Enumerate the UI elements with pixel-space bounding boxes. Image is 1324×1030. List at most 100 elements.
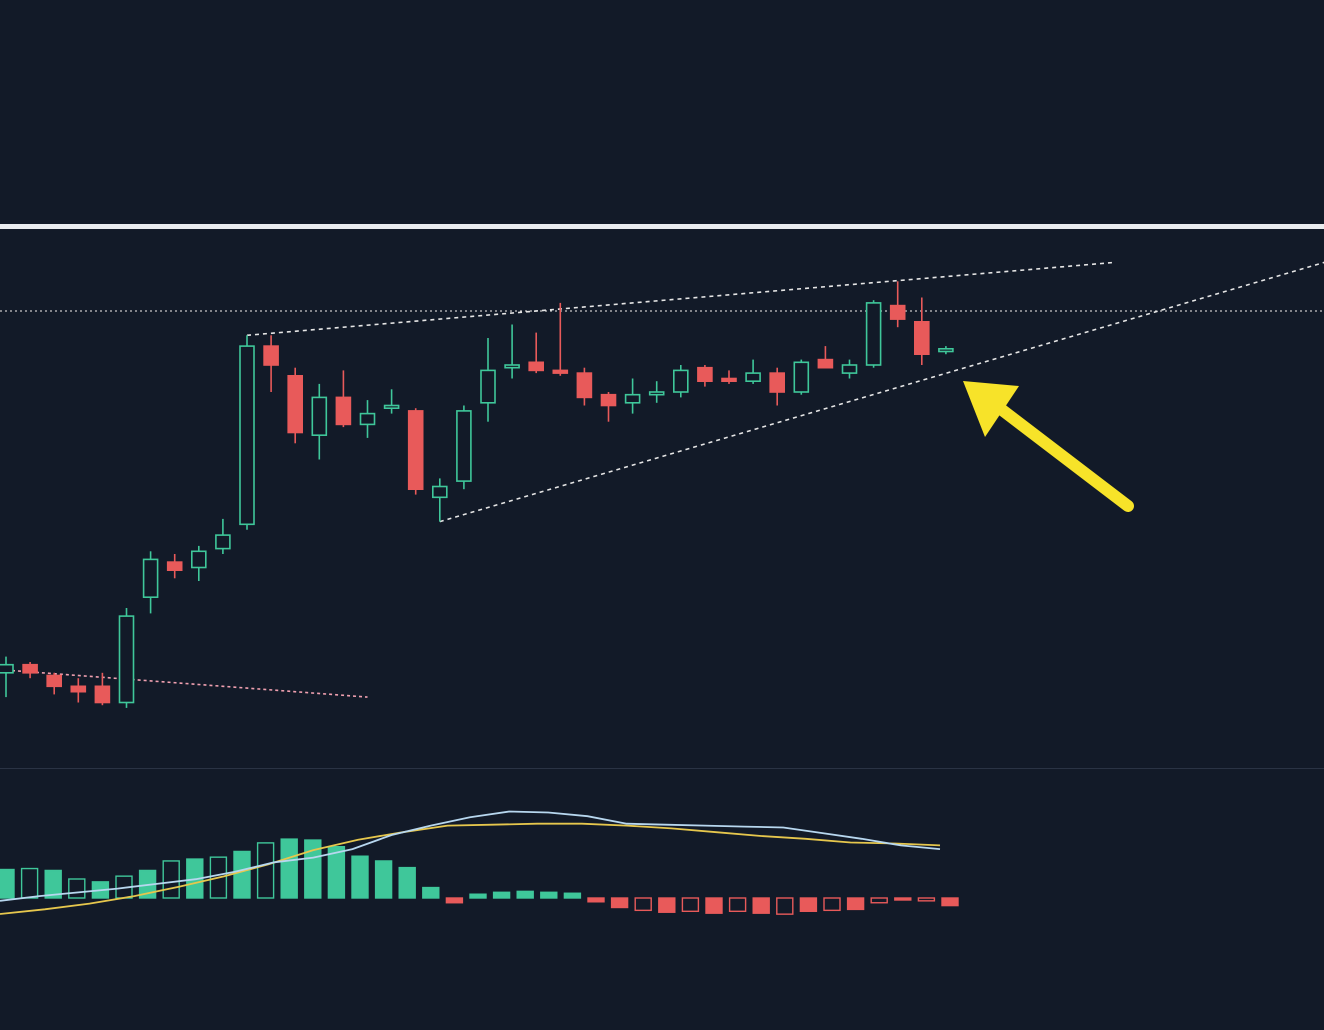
candle-body-bullish bbox=[865, 302, 882, 366]
macd-bar-negative bbox=[445, 897, 464, 904]
candle bbox=[166, 554, 183, 579]
macd-bar-positive bbox=[280, 838, 298, 899]
macd-line bbox=[0, 810, 941, 902]
candle-body-bullish bbox=[431, 485, 448, 499]
macd-bar-positive bbox=[422, 886, 440, 899]
macd-bar-negative bbox=[799, 897, 818, 913]
macd-bar-positive bbox=[304, 839, 322, 899]
candle bbox=[721, 370, 737, 384]
candle-body-bearish bbox=[46, 674, 63, 688]
candle-body-bearish bbox=[166, 561, 183, 571]
candle bbox=[407, 408, 424, 495]
candle-body-bearish bbox=[263, 345, 279, 366]
candle bbox=[94, 672, 111, 706]
macd-bar-negative bbox=[846, 897, 865, 911]
candle-body-bullish bbox=[142, 558, 159, 599]
macd-bar-positive bbox=[0, 868, 15, 899]
candle bbox=[648, 381, 665, 403]
candle-body-bullish bbox=[624, 393, 641, 404]
candle bbox=[504, 324, 520, 379]
macd-bar-negative bbox=[917, 897, 936, 902]
candle bbox=[118, 608, 135, 708]
annotation-layer bbox=[963, 381, 1134, 512]
upper-trendline bbox=[246, 261, 1115, 337]
candle bbox=[624, 378, 641, 414]
candle-body-bullish bbox=[0, 663, 14, 674]
candle-body-bearish bbox=[697, 366, 713, 383]
macd-bar-negative bbox=[823, 897, 841, 912]
macd-bar-negative bbox=[658, 897, 676, 913]
macd-bar-positive bbox=[374, 860, 393, 899]
macd-bar-negative bbox=[610, 897, 629, 909]
macd-bar-positive bbox=[398, 866, 416, 899]
candle-body-bullish bbox=[938, 347, 954, 353]
candle-body-bearish bbox=[335, 396, 352, 426]
candle bbox=[672, 365, 689, 398]
candle bbox=[70, 678, 87, 703]
candle-body-bullish bbox=[480, 369, 496, 404]
candle bbox=[528, 332, 545, 374]
macd-bar-negative bbox=[728, 897, 747, 913]
candle bbox=[359, 400, 376, 438]
macd-bar-negative bbox=[870, 897, 888, 904]
macd-bar-negative bbox=[681, 897, 700, 913]
macd-bar-positive bbox=[256, 842, 275, 899]
macd-bar-positive bbox=[209, 856, 228, 899]
candle bbox=[889, 281, 906, 328]
price-pane bbox=[0, 261, 1324, 708]
candle bbox=[841, 359, 858, 379]
macd-bar-positive bbox=[68, 878, 86, 899]
macd-bar-positive bbox=[233, 850, 251, 899]
candle bbox=[552, 302, 569, 376]
macd-pane bbox=[0, 810, 959, 915]
candle bbox=[335, 370, 352, 428]
candle-body-bullish bbox=[383, 404, 400, 409]
candle-body-bearish bbox=[552, 369, 569, 374]
candle bbox=[600, 392, 617, 422]
candle-body-bullish bbox=[239, 345, 255, 526]
candle-body-bullish bbox=[672, 369, 689, 393]
candle bbox=[697, 365, 713, 387]
candle-body-bullish bbox=[648, 391, 665, 396]
candle-body-bullish bbox=[215, 534, 231, 550]
candle bbox=[769, 367, 786, 406]
lower-trendline bbox=[439, 261, 1324, 523]
candle bbox=[745, 359, 761, 384]
candle bbox=[191, 545, 207, 581]
macd-bar-positive bbox=[563, 892, 582, 899]
signal-line bbox=[0, 822, 941, 915]
macd-bar-positive bbox=[516, 890, 534, 899]
candle-body-bearish bbox=[817, 358, 834, 369]
macd-bar-positive bbox=[44, 869, 62, 899]
macd-bar-positive bbox=[492, 891, 511, 899]
candle-body-bullish bbox=[793, 361, 810, 393]
candle-body-bearish bbox=[22, 663, 38, 674]
macd-bar-positive bbox=[327, 846, 346, 899]
macd-bar-positive bbox=[540, 891, 558, 899]
macd-bar-positive bbox=[162, 860, 180, 899]
pink-dotted-line bbox=[5, 669, 368, 698]
candle bbox=[938, 346, 954, 355]
candle bbox=[0, 656, 14, 698]
candle-body-bearish bbox=[769, 372, 786, 393]
candle bbox=[287, 367, 304, 444]
candle bbox=[817, 346, 834, 369]
candle-body-bearish bbox=[889, 304, 906, 320]
macd-bar-negative bbox=[752, 897, 770, 914]
candle-body-bullish bbox=[359, 412, 376, 426]
candle bbox=[239, 335, 255, 530]
macd-bar-negative bbox=[894, 897, 912, 901]
candle-body-bearish bbox=[287, 374, 304, 434]
macd-bar-negative bbox=[587, 897, 605, 903]
arrow-shaft bbox=[987, 397, 1134, 512]
candle-body-bearish bbox=[576, 372, 593, 399]
candle-body-bearish bbox=[94, 685, 111, 704]
macd-bar-negative bbox=[705, 897, 723, 914]
candle-body-bullish bbox=[191, 550, 207, 569]
candle bbox=[480, 338, 496, 422]
arrow-head bbox=[963, 381, 1019, 437]
macd-bar-positive bbox=[351, 855, 369, 899]
